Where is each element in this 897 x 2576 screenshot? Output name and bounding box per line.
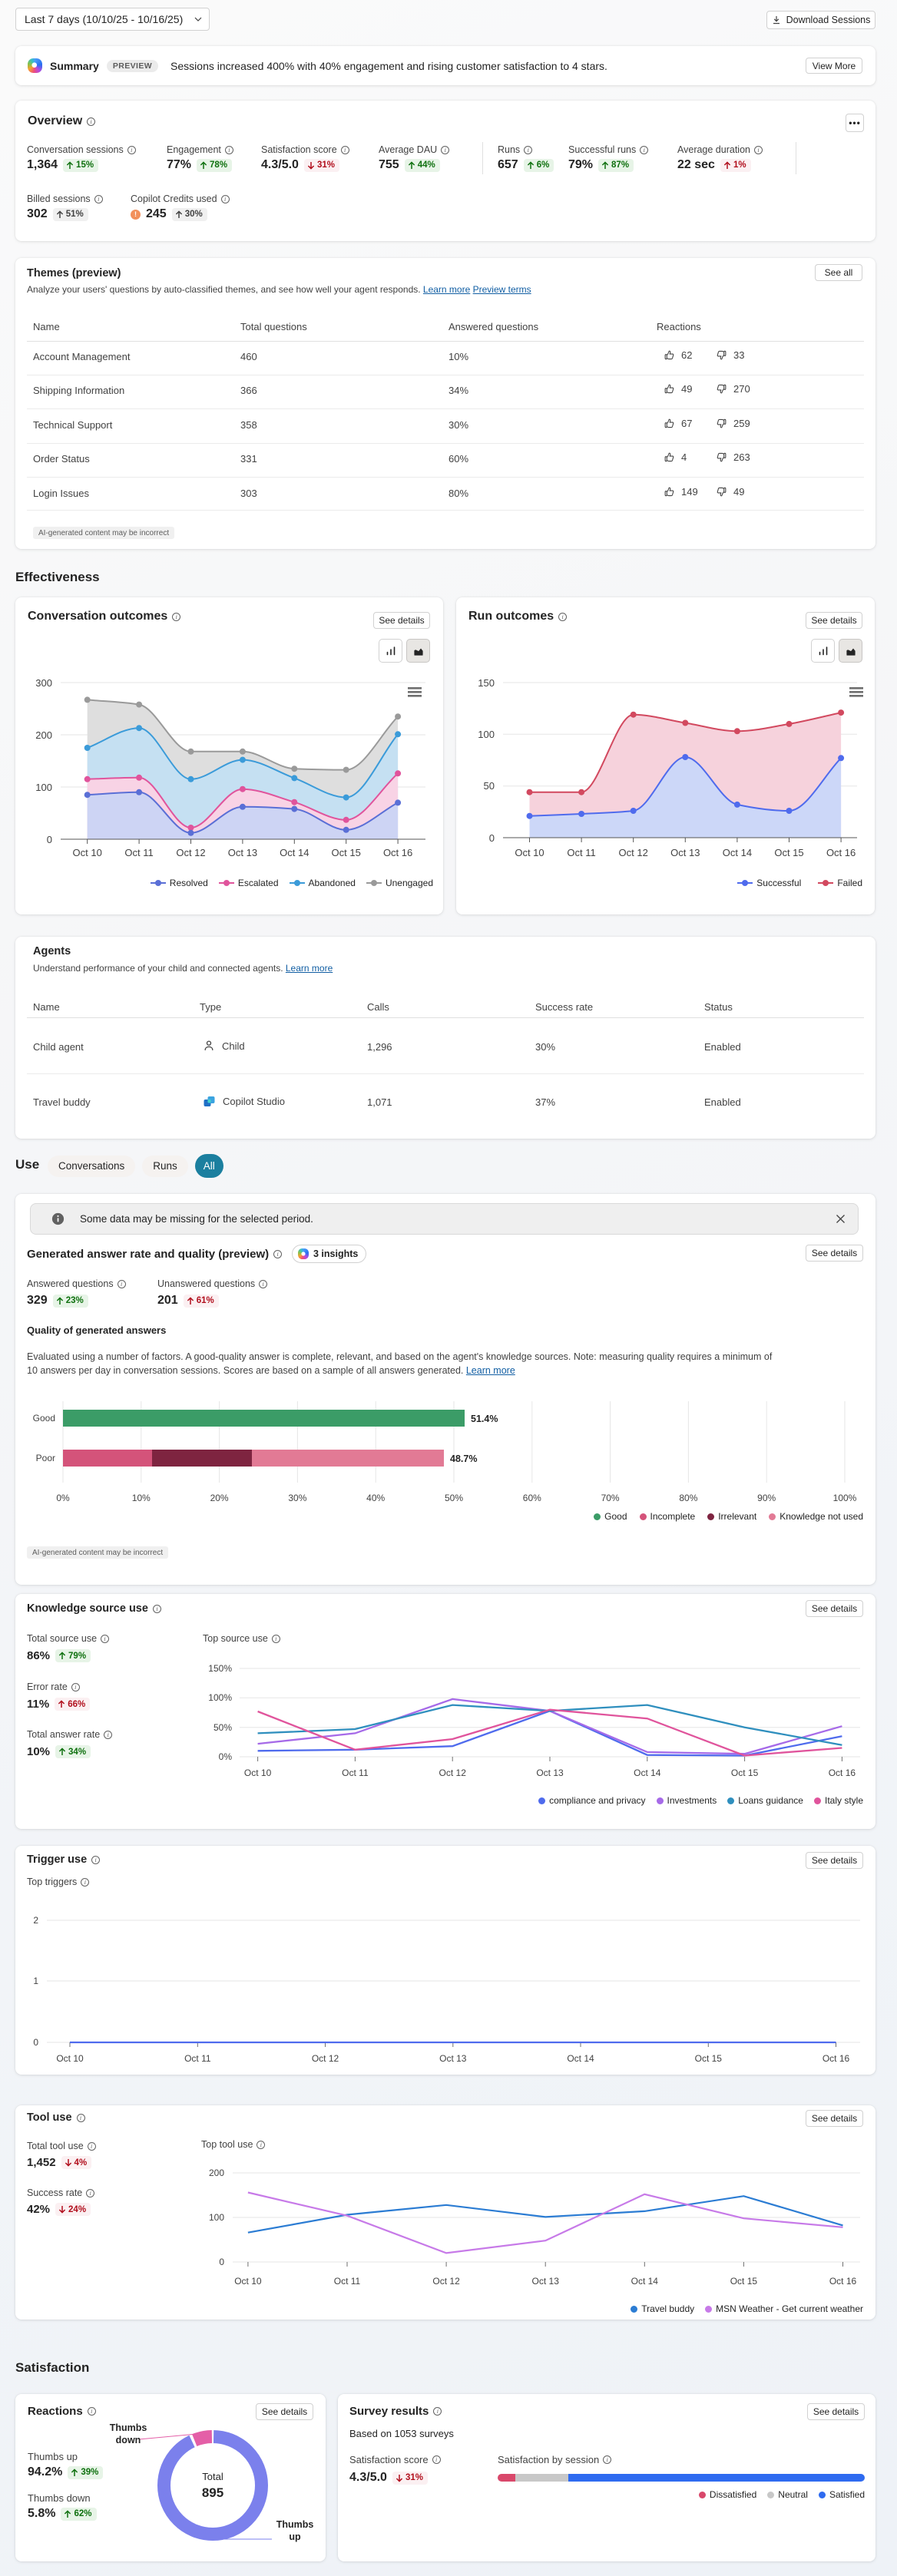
- svg-text:Oct 10: Oct 10: [234, 2276, 262, 2287]
- svg-text:0: 0: [33, 2037, 38, 2048]
- svg-text:50%: 50%: [213, 1722, 232, 1733]
- svg-text:down: down: [116, 2435, 141, 2445]
- svg-text:40%: 40%: [366, 1493, 385, 1503]
- svg-text:Oct 14: Oct 14: [631, 2276, 659, 2287]
- svg-text:30%: 30%: [288, 1493, 306, 1503]
- svg-text:200: 200: [35, 729, 52, 741]
- svg-text:Oct 15: Oct 15: [332, 847, 361, 858]
- svg-text:Oct 15: Oct 15: [774, 847, 803, 858]
- svg-text:100: 100: [209, 2212, 224, 2223]
- svg-text:895: 895: [202, 2485, 223, 2500]
- svg-text:Oct 13: Oct 13: [228, 847, 257, 858]
- svg-text:300: 300: [35, 677, 52, 689]
- svg-text:50: 50: [484, 780, 495, 792]
- svg-text:20%: 20%: [210, 1493, 229, 1503]
- svg-text:Oct 10: Oct 10: [244, 1767, 272, 1778]
- svg-text:Total: Total: [202, 2471, 223, 2482]
- svg-text:70%: 70%: [601, 1493, 620, 1503]
- svg-text:0%: 0%: [219, 1751, 233, 1762]
- svg-text:Oct 11: Oct 11: [567, 847, 595, 858]
- svg-text:Oct 13: Oct 13: [670, 847, 700, 858]
- svg-text:10%: 10%: [132, 1493, 151, 1503]
- svg-text:Oct 14: Oct 14: [567, 2053, 594, 2064]
- svg-text:Oct 14: Oct 14: [634, 1767, 661, 1778]
- svg-text:100%: 100%: [208, 1692, 232, 1703]
- svg-text:0: 0: [219, 2257, 224, 2267]
- svg-text:Oct 15: Oct 15: [731, 1767, 759, 1778]
- svg-text:0: 0: [47, 834, 52, 845]
- svg-text:Oct 16: Oct 16: [829, 1767, 856, 1778]
- svg-text:51.4%: 51.4%: [471, 1414, 498, 1424]
- svg-text:Oct 13: Oct 13: [439, 2053, 467, 2064]
- svg-text:Oct 14: Oct 14: [280, 847, 309, 858]
- svg-text:Oct 16: Oct 16: [383, 847, 412, 858]
- svg-text:1: 1: [33, 1976, 38, 1986]
- svg-text:150%: 150%: [208, 1663, 232, 1674]
- svg-text:50%: 50%: [445, 1493, 463, 1503]
- svg-text:Oct 14: Oct 14: [723, 847, 752, 858]
- svg-text:Oct 10: Oct 10: [73, 847, 102, 858]
- svg-text:Oct 16: Oct 16: [829, 2276, 857, 2287]
- svg-text:Oct 12: Oct 12: [619, 847, 648, 858]
- svg-text:Oct 11: Oct 11: [184, 2053, 211, 2064]
- svg-text:80%: 80%: [679, 1493, 697, 1503]
- svg-text:2: 2: [33, 1915, 38, 1926]
- svg-text:Oct 15: Oct 15: [695, 2053, 723, 2064]
- svg-text:up: up: [289, 2531, 301, 2542]
- svg-text:60%: 60%: [523, 1493, 541, 1503]
- svg-text:Oct 11: Oct 11: [124, 847, 153, 858]
- svg-text:48.7%: 48.7%: [450, 1453, 477, 1464]
- svg-text:Oct 10: Oct 10: [515, 847, 544, 858]
- svg-text:90%: 90%: [757, 1493, 776, 1503]
- svg-text:Poor: Poor: [36, 1453, 55, 1463]
- svg-text:Oct 11: Oct 11: [342, 1767, 369, 1778]
- svg-text:Thumbs: Thumbs: [110, 2422, 147, 2433]
- svg-text:100: 100: [478, 729, 495, 740]
- svg-text:0: 0: [489, 832, 495, 844]
- svg-text:Oct 12: Oct 12: [432, 2276, 460, 2287]
- svg-text:Oct 12: Oct 12: [312, 2053, 339, 2064]
- svg-text:Good: Good: [33, 1413, 55, 1424]
- svg-text:Oct 16: Oct 16: [826, 847, 856, 858]
- svg-text:Oct 15: Oct 15: [730, 2276, 758, 2287]
- svg-text:100%: 100%: [833, 1493, 857, 1503]
- svg-text:Oct 10: Oct 10: [56, 2053, 84, 2064]
- svg-text:Thumbs: Thumbs: [276, 2519, 314, 2530]
- svg-text:Oct 13: Oct 13: [536, 1767, 564, 1778]
- svg-text:150: 150: [478, 677, 495, 689]
- svg-text:Oct 11: Oct 11: [334, 2276, 361, 2287]
- svg-text:Oct 12: Oct 12: [176, 847, 205, 858]
- svg-text:0%: 0%: [56, 1493, 70, 1503]
- svg-text:Oct 16: Oct 16: [823, 2053, 850, 2064]
- svg-text:200: 200: [209, 2168, 224, 2178]
- svg-text:Oct 12: Oct 12: [439, 1767, 467, 1778]
- svg-text:Oct 13: Oct 13: [532, 2276, 560, 2287]
- svg-text:100: 100: [35, 782, 52, 793]
